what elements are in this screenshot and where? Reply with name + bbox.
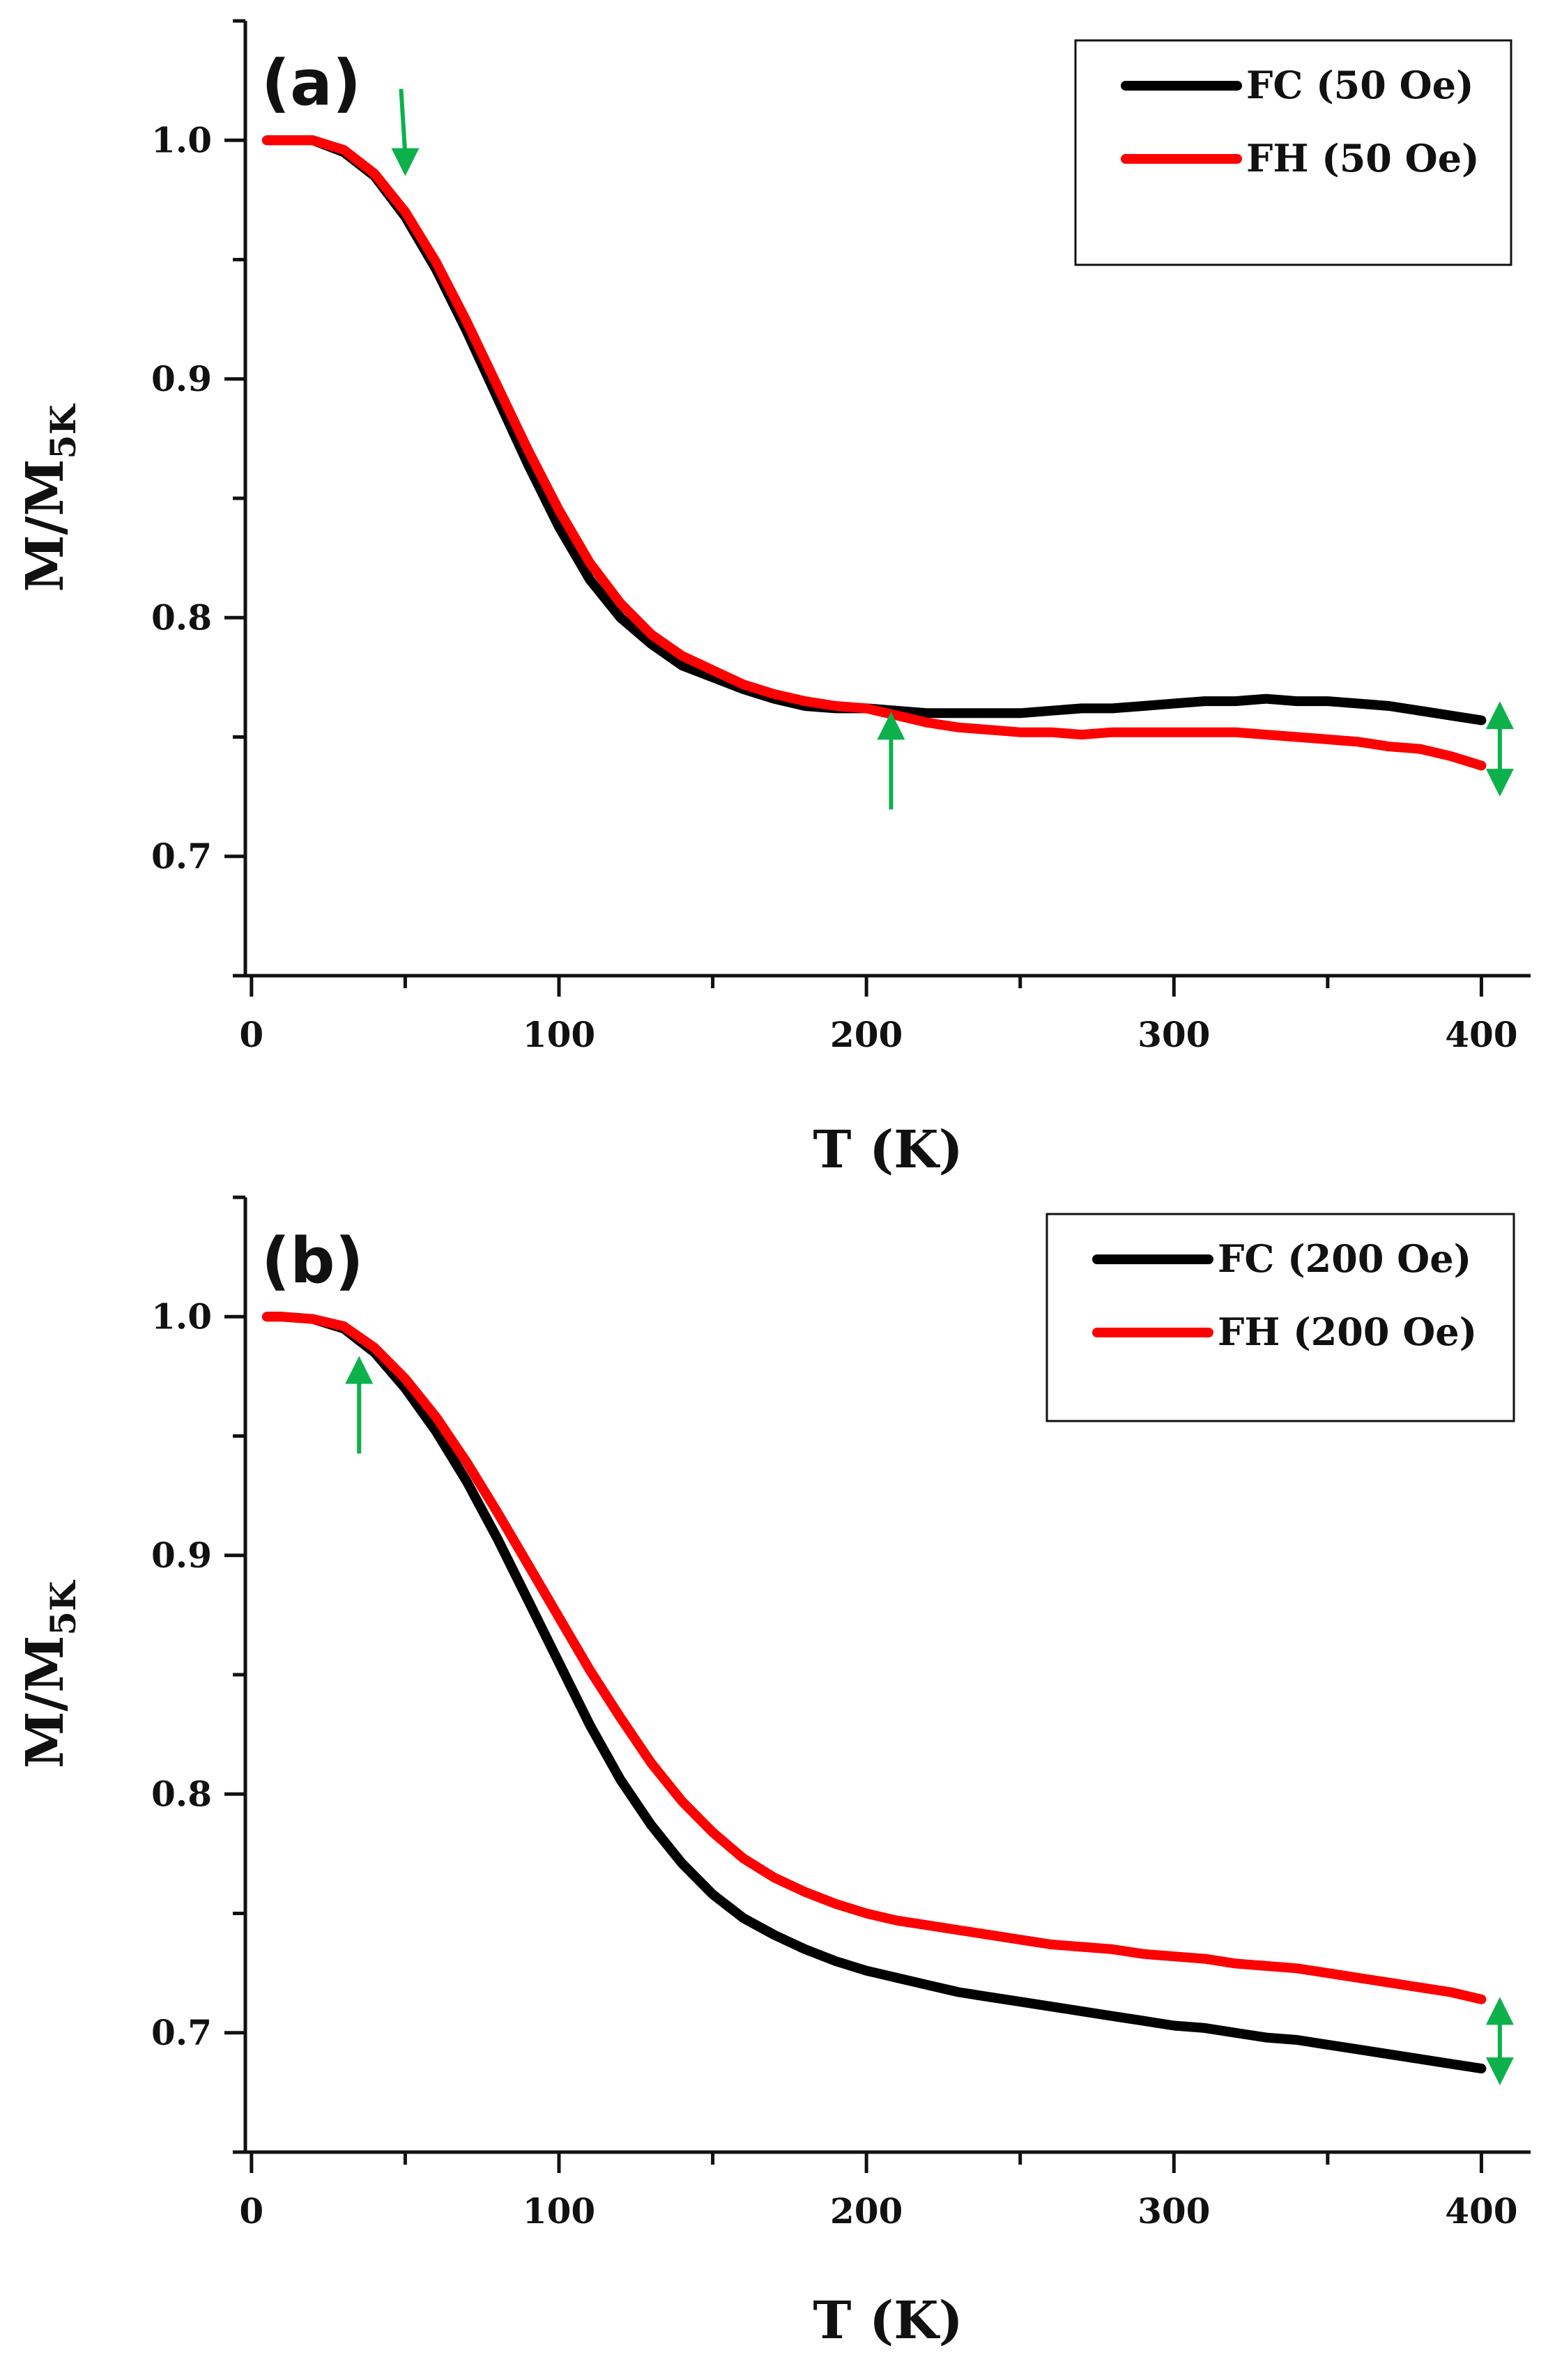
x-tick-label: 300 [1137, 2190, 1210, 2232]
legend-label-fc: FC (50 Oe) [1246, 63, 1474, 107]
y-axis-title-main: M/M [15, 459, 75, 592]
x-tick-labels: 0 100 200 300 400 [239, 2190, 1517, 2232]
panel-label: (a) [261, 47, 361, 120]
arrow-head-up [1485, 1997, 1514, 2025]
legend-label-fc: FC (200 Oe) [1218, 1236, 1471, 1281]
x-tick-label: 0 [239, 1014, 263, 1055]
panel-b: 0 100 200 300 400 0.7 0.8 0.9 1.0 T (K) M/M5K (b) FC… [15, 1195, 1531, 2351]
arrow-head-down [1485, 769, 1514, 797]
x-tick-label: 100 [523, 1014, 595, 1055]
series-line-fh [261, 135, 1487, 771]
y-tick-label: 0.8 [151, 597, 212, 638]
x-tick-label: 200 [830, 1014, 903, 1055]
legend-box [1045, 1213, 1515, 1422]
panel-a: 0 100 200 300 400 0.7 0.8 0.9 1.0 T (K) M/M5K (a) FC… [15, 19, 1531, 1180]
arrow-head-up [345, 1356, 374, 1384]
y-tick-label: 1.0 [151, 119, 212, 160]
series-line-fc [261, 1312, 1487, 2074]
y-tick-label: 0.7 [151, 836, 212, 877]
x-tick-label: 400 [1445, 1014, 1517, 1055]
arrow-annotation [877, 712, 905, 810]
y-tick-label: 0.9 [151, 358, 212, 399]
double-arrow-annotation [1485, 701, 1514, 797]
arrow-head-down [1485, 2057, 1514, 2086]
series-lines [261, 135, 1487, 771]
series-lines [261, 1312, 1487, 2074]
y-axis-title-subscript: 5K [43, 404, 84, 459]
y-axis-title-subscript: 5K [43, 1580, 84, 1636]
double-arrow-annotation [1485, 1997, 1514, 2086]
x-axis-title: T (K) [813, 2291, 963, 2351]
arrow-head-down [391, 148, 420, 176]
series-line-fh [261, 1312, 1487, 2004]
y-tick-labels: 0.7 0.8 0.9 1.0 [151, 119, 212, 877]
legend-box [1074, 39, 1512, 266]
y-tick-labels: 0.7 0.8 0.9 1.0 [151, 1296, 212, 2053]
x-tick-label: 100 [523, 2190, 595, 2232]
legend-label-fh: FH (200 Oe) [1218, 1310, 1477, 1354]
y-tick-label: 0.9 [151, 1535, 212, 1576]
y-tick-label: 1.0 [151, 1296, 212, 1337]
y-axis-title: M/M5K [15, 1580, 84, 1769]
legend: FC (200 Oe) FH (200 Oe) [1045, 1213, 1515, 1422]
x-axis-title: T (K) [813, 1120, 963, 1180]
y-axis-title-main: M/M [15, 1636, 75, 1769]
arrow-annotation [345, 1356, 374, 1454]
x-tick-labels: 0 100 200 300 400 [239, 1014, 1517, 1055]
x-tick-label: 200 [830, 2190, 903, 2232]
legend-label-fh: FH (50 Oe) [1246, 136, 1480, 181]
y-tick-label: 0.7 [151, 2012, 212, 2053]
arrow-head-up [877, 712, 905, 740]
x-tick-label: 400 [1445, 2190, 1517, 2232]
y-tick-label: 0.8 [151, 1773, 212, 1814]
arrow-shaft [399, 89, 408, 155]
arrow-head-up [1485, 701, 1514, 730]
panel-label: (b) [261, 1224, 364, 1298]
x-tick-label: 300 [1137, 1014, 1210, 1055]
legend: FC (50 Oe) FH (50 Oe) [1074, 39, 1512, 266]
y-axis-title: M/M5K [15, 404, 84, 592]
x-tick-label: 0 [239, 2190, 263, 2232]
arrow-annotation [391, 89, 420, 176]
